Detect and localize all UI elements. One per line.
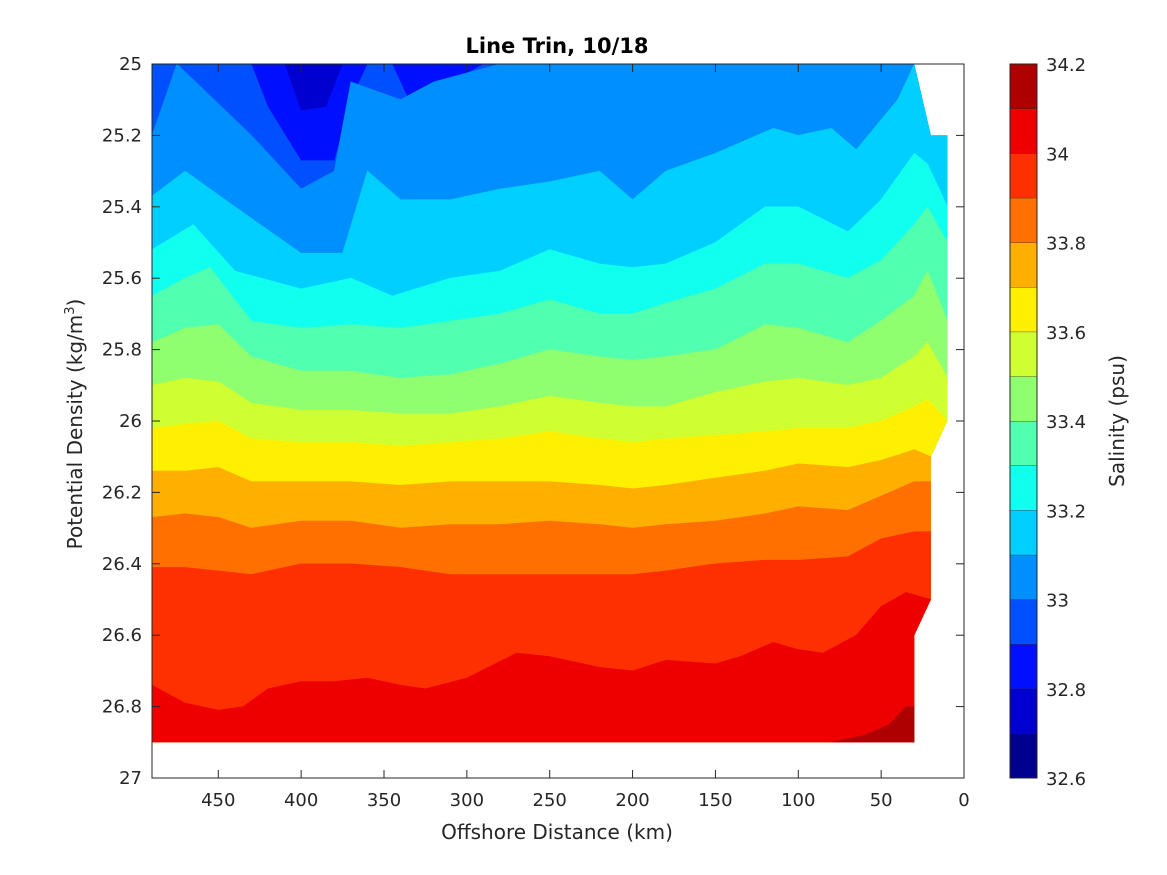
colorbar-tick-label: 33: [1046, 591, 1069, 612]
colorbar-ticks: 32.6 32.8 33 33.2 33.4 33.6 33.8 34 34.2: [1046, 55, 1086, 790]
y-tick-label: 26.2: [102, 482, 142, 503]
colorbar-tick-label: 34: [1046, 144, 1069, 165]
y-axis-ticks: 25 25.2 25.4 25.6 25.8 26 26.2 26.4 26.6 26.8 27: [102, 54, 964, 789]
x-tick-label: 450: [201, 790, 235, 811]
colorbar-segment: [1010, 510, 1037, 555]
colorbar-segment: [1010, 688, 1037, 734]
colorbar-segment: [1010, 465, 1037, 511]
y-axis-label-main: Potential Density (kg/m: [63, 315, 87, 550]
colorbar-tick-label: 33.8: [1046, 234, 1086, 255]
x-tick-label: 300: [450, 790, 484, 811]
colorbar-segment: [1010, 376, 1037, 421]
colorbar-frame: [1009, 63, 1038, 779]
colorbar-tick-label: 33.4: [1046, 412, 1086, 433]
x-tick-label: 250: [533, 790, 567, 811]
y-axis-label-close: ): [63, 299, 87, 307]
colorbar-segment: [1010, 64, 1037, 109]
colorbar-tick-label: 33.2: [1046, 501, 1086, 522]
contour-band: [284, 64, 343, 111]
y-tick-label: 25.8: [102, 340, 142, 361]
x-tick-label: 400: [284, 790, 318, 811]
x-tick-label: 350: [367, 790, 401, 811]
x-tick-label: 150: [698, 790, 732, 811]
colorbar-segment: [1010, 242, 1037, 288]
chart-title: Line Trin, 10/18: [465, 34, 648, 58]
contour-band: [831, 706, 915, 743]
y-tick-label: 27: [119, 768, 142, 789]
colorbar-segment: [1010, 599, 1037, 645]
colorbar-segment: [1010, 108, 1037, 154]
colorbar-segment: [1010, 197, 1037, 243]
y-tick-label: 25.4: [102, 197, 142, 218]
colorbar-segment: [1010, 331, 1037, 377]
x-tick-label: 200: [615, 790, 649, 811]
y-tick-label: 26.4: [102, 554, 142, 575]
colorbar-segment: [1010, 733, 1037, 778]
colorbar-segment: [1010, 644, 1037, 689]
x-tick-label: 50: [870, 790, 893, 811]
colorbar-tick-label: 32.6: [1046, 769, 1086, 790]
x-tick-label: 100: [781, 790, 815, 811]
colorbar-tick-label: 32.8: [1046, 680, 1086, 701]
colorbar-segment: [1010, 153, 1037, 198]
y-axis-label-superscript: 3: [63, 306, 78, 314]
contour-bands: [152, 64, 948, 743]
contour-band: [251, 64, 368, 161]
y-tick-label: 25.2: [102, 125, 142, 146]
x-axis-label: Offshore Distance (km): [441, 820, 673, 844]
colorbar-tick-label: 33.6: [1046, 323, 1086, 344]
colorbar: [1009, 63, 1038, 779]
colorbar-tick-label: 34.2: [1046, 55, 1086, 76]
y-tick-label: 26.6: [102, 625, 142, 646]
y-axis-label: Potential Density (kg/m3): [63, 299, 87, 550]
y-tick-label: 25.6: [102, 268, 142, 289]
y-tick-label: 26: [119, 411, 142, 432]
colorbar-segment: [1010, 421, 1037, 466]
y-tick-label: 25: [119, 54, 142, 75]
x-tick-label: 0: [958, 790, 969, 811]
x-axis-ticks: 450 400 350 300 250 200 150 100 50 0: [201, 64, 970, 811]
colorbar-label: Salinity (psu): [1105, 355, 1129, 487]
colorbar-segment: [1010, 554, 1037, 600]
y-tick-label: 26.8: [102, 697, 142, 718]
colorbar-segment: [1010, 287, 1037, 332]
